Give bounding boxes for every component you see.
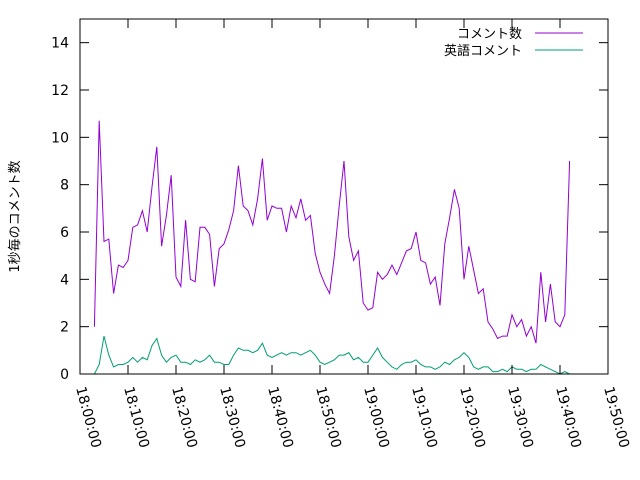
y-tick-label: 10: [51, 130, 69, 146]
y-tick-label: 8: [60, 178, 69, 194]
y-tick-label: 6: [60, 225, 69, 241]
y-tick-label: 0: [60, 367, 69, 383]
y-tick-label: 4: [60, 272, 69, 288]
y-tick-label: 2: [60, 320, 69, 336]
y-axis-title: 1秒毎のコメント数: [7, 160, 23, 272]
y-axis-title-group: 1秒毎のコメント数: [7, 160, 23, 272]
legend-label-0: コメント数: [457, 27, 522, 42]
series-line-0: [93, 120, 571, 344]
legend-label-1: 英語コメント: [444, 43, 522, 59]
y-tick-label: 14: [51, 36, 69, 52]
series-line-1: [93, 335, 570, 375]
y-tick-label: 12: [51, 83, 69, 99]
series-layer: [93, 120, 571, 375]
plot-border: [79, 18, 609, 375]
